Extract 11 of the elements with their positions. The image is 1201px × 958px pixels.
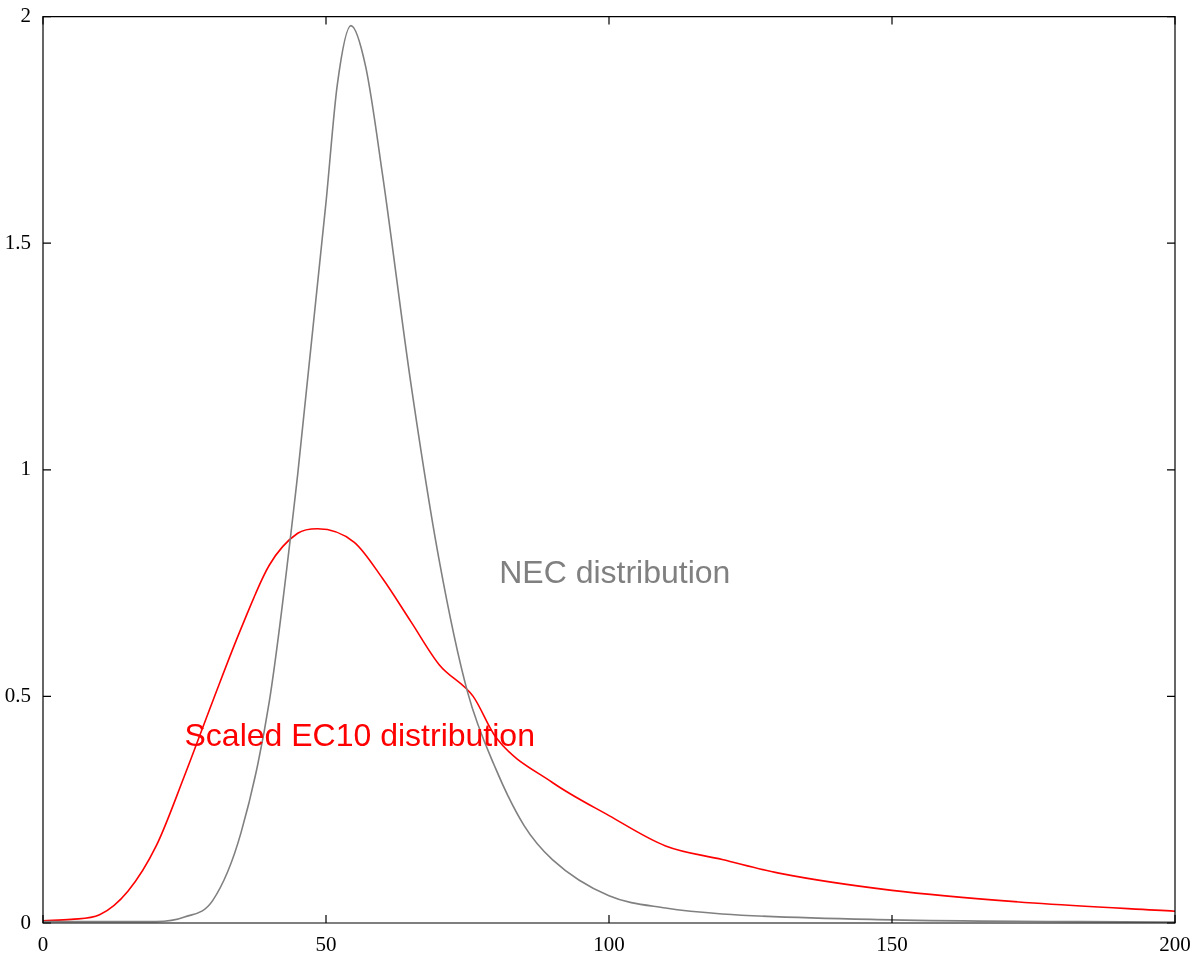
y-tick-label: 2 [20,3,31,28]
x-tick-label: 200 [1159,932,1191,957]
y-tick-label: 0 [20,909,31,934]
x-tick-label: 50 [315,932,337,957]
x-tick-label: 0 [37,932,49,957]
series-label: NEC distribution [499,553,731,590]
x-tick-label: 150 [876,932,908,957]
y-tick-label: 1.5 [4,229,31,254]
x-tick-label: 100 [593,932,625,957]
y-tick-label: 0.5 [4,682,31,707]
y-tick-label: 1 [20,456,31,481]
